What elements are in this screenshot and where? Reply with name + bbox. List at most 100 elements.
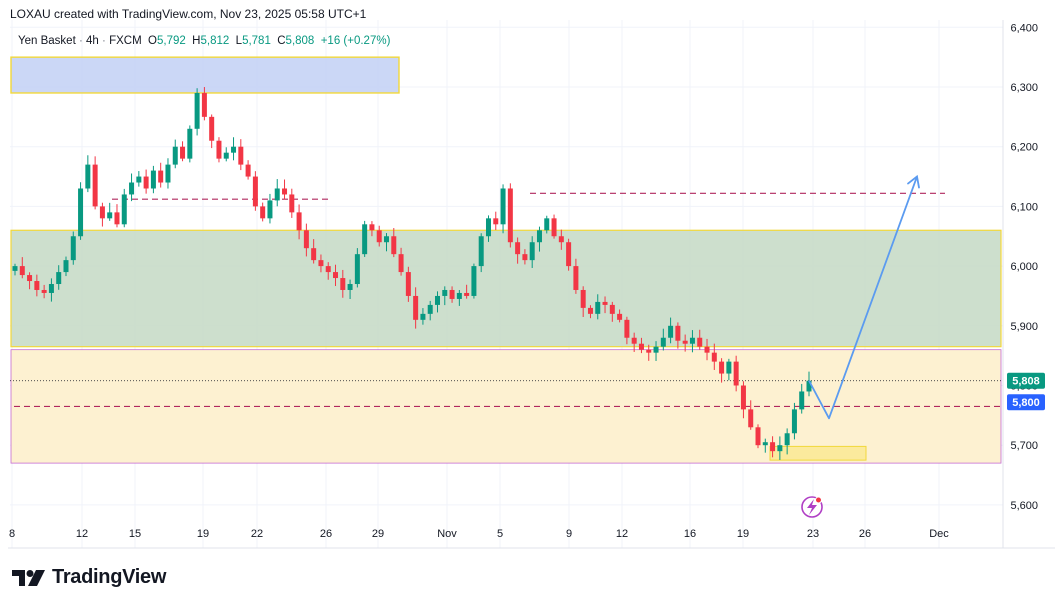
time-tick-label: Nov xyxy=(437,528,457,540)
candle-body xyxy=(660,337,666,347)
candle-body xyxy=(187,128,193,159)
candle-body xyxy=(587,307,593,314)
candle-body xyxy=(398,254,404,273)
time-tick-label: 29 xyxy=(372,528,384,540)
candle-body xyxy=(114,212,120,225)
lightning-icon[interactable] xyxy=(801,496,823,518)
candle-body xyxy=(624,319,630,338)
price-tick-label: 5,600 xyxy=(1010,500,1038,512)
candle-body xyxy=(544,218,550,231)
time-tick-label: 5 xyxy=(497,528,503,540)
legend-close-label: C xyxy=(277,35,286,47)
legend-close: 5,808 xyxy=(285,35,315,47)
candle-body xyxy=(748,409,754,428)
candle-body xyxy=(19,266,25,276)
candle-body xyxy=(48,284,54,293)
legend-change: +16 (+0.27%) xyxy=(320,35,391,47)
legend-open: 5,792 xyxy=(157,35,186,47)
candle-body xyxy=(209,116,215,141)
price-tick-label: 6,100 xyxy=(1010,201,1038,213)
candle-body xyxy=(573,266,579,290)
brand-logo[interactable]: TradingView xyxy=(12,566,166,589)
candle-body xyxy=(420,313,426,320)
candle-body xyxy=(471,266,477,296)
candle-body xyxy=(755,427,761,446)
price-tick-label: 6,200 xyxy=(1010,142,1038,154)
candle-body xyxy=(333,272,339,279)
candle-body xyxy=(267,200,273,219)
candle-body xyxy=(318,260,324,267)
time-tick-label: 26 xyxy=(320,528,332,540)
price-tick-label: 6,400 xyxy=(1010,22,1038,34)
zones-layer xyxy=(10,56,1002,464)
candle-body xyxy=(609,304,615,314)
time-tick-label: 19 xyxy=(197,528,209,540)
candle-body xyxy=(740,385,746,410)
candle-body xyxy=(536,230,542,243)
price-axis[interactable]: 5,600 5,700 5,800 5,900 6,000 6,100 6,200 6,300… xyxy=(1010,22,1038,512)
tradingview-logo-icon xyxy=(12,569,45,586)
time-tick-label: 22 xyxy=(251,528,263,540)
candle-body xyxy=(515,242,521,255)
candle-body xyxy=(682,340,688,344)
candle-body xyxy=(201,92,207,117)
last-price-tag-label: 5,808 xyxy=(1012,376,1040,388)
candle-body xyxy=(500,188,506,225)
legend-dot: · xyxy=(78,35,83,47)
time-tick-label: 15 xyxy=(129,528,141,540)
candle-body xyxy=(107,212,113,219)
candle-body xyxy=(252,176,258,207)
candle-body xyxy=(507,188,513,243)
symbol-legend[interactable]: Yen Basket · 4h · FXCM O5,792 H5,812 L5,… xyxy=(18,35,390,47)
candle-body xyxy=(653,346,659,353)
time-tick-label: 12 xyxy=(76,528,88,540)
candle-body xyxy=(449,289,455,299)
candle-body xyxy=(791,409,797,434)
candle-body xyxy=(602,301,608,305)
candle-body xyxy=(456,292,462,299)
candle-body xyxy=(493,218,499,225)
candle-body xyxy=(56,272,62,285)
candle-body xyxy=(311,248,317,261)
candle-body xyxy=(158,170,164,183)
candle-body xyxy=(34,281,40,290)
projection-arrowhead xyxy=(907,174,920,189)
candle-body xyxy=(689,337,695,344)
candle-body xyxy=(289,194,295,213)
candle-body xyxy=(216,140,222,159)
candle-body xyxy=(638,343,644,350)
candle-body xyxy=(143,176,149,189)
candle-body xyxy=(478,236,484,267)
candle-body xyxy=(770,442,776,452)
candle-body xyxy=(340,278,346,290)
candle-body xyxy=(391,236,397,255)
candle-body xyxy=(85,164,91,189)
candle-body xyxy=(78,188,84,237)
candle-body xyxy=(180,146,186,159)
candle-body xyxy=(63,260,69,273)
price-tick-label: 6,300 xyxy=(1010,82,1038,94)
candle-body xyxy=(522,254,528,261)
candle-body xyxy=(566,242,572,267)
time-tick-label: 26 xyxy=(859,528,871,540)
candle-body xyxy=(41,289,47,293)
price-tick-label: 6,000 xyxy=(1010,261,1038,273)
time-tick-label: 23 xyxy=(807,528,819,540)
time-axis[interactable]: 8 12 15 19 22 26 29 Nov 5 9 12 16 19 23 26 Dec xyxy=(9,528,949,540)
candles-layer xyxy=(12,87,812,460)
candle-body xyxy=(303,230,309,249)
last-price-tag-bg xyxy=(1007,372,1045,389)
candle-body xyxy=(354,254,360,285)
level-price-tag-bg xyxy=(1007,394,1045,411)
candle-body xyxy=(245,164,251,177)
candle-body xyxy=(675,325,681,341)
candle-body xyxy=(99,206,105,219)
small-demand-box xyxy=(769,445,867,461)
time-tick-label: 9 xyxy=(566,528,572,540)
candle-body xyxy=(223,152,229,159)
candle-body xyxy=(165,164,171,183)
legend-interval: 4h xyxy=(86,35,99,47)
candle-body xyxy=(384,236,390,243)
